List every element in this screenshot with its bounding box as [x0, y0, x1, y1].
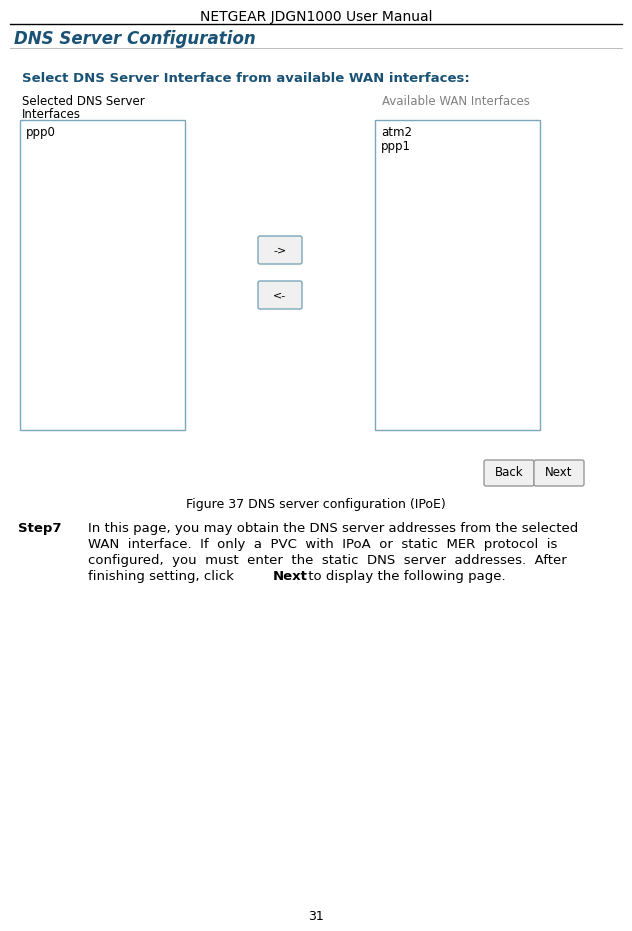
Text: finishing setting, click: finishing setting, click	[88, 570, 238, 583]
Text: 31: 31	[308, 910, 324, 923]
FancyBboxPatch shape	[258, 236, 302, 264]
Text: Figure 37 DNS server configuration (IPoE): Figure 37 DNS server configuration (IPoE…	[186, 498, 446, 511]
FancyBboxPatch shape	[484, 460, 534, 486]
Text: Available WAN Interfaces: Available WAN Interfaces	[382, 95, 530, 108]
Text: Step7: Step7	[18, 522, 61, 535]
Text: Next: Next	[545, 466, 573, 479]
Text: ppp0: ppp0	[26, 126, 56, 139]
FancyBboxPatch shape	[534, 460, 584, 486]
Text: NETGEAR JDGN1000 User Manual: NETGEAR JDGN1000 User Manual	[200, 10, 432, 24]
Text: Select DNS Server Interface from available WAN interfaces:: Select DNS Server Interface from availab…	[22, 72, 470, 85]
Text: WAN  interface.  If  only  a  PVC  with  IPoA  or  static  MER  protocol  is: WAN interface. If only a PVC with IPoA o…	[88, 538, 557, 551]
Text: <-: <-	[274, 290, 287, 300]
Text: Back: Back	[495, 466, 523, 479]
Text: DNS Server Configuration: DNS Server Configuration	[14, 30, 256, 48]
Text: ->: ->	[274, 245, 287, 255]
Text: Next: Next	[273, 570, 308, 583]
Text: atm2: atm2	[381, 126, 412, 139]
Text: ppp1: ppp1	[381, 140, 411, 153]
FancyBboxPatch shape	[20, 120, 185, 430]
Text: Interfaces: Interfaces	[22, 108, 81, 121]
FancyBboxPatch shape	[375, 120, 540, 430]
Text: Selected DNS Server: Selected DNS Server	[22, 95, 145, 108]
Text: In this page, you may obtain the DNS server addresses from the selected: In this page, you may obtain the DNS ser…	[88, 522, 578, 535]
FancyBboxPatch shape	[258, 281, 302, 309]
Text: to display the following page.: to display the following page.	[304, 570, 506, 583]
Text: configured,  you  must  enter  the  static  DNS  server  addresses.  After: configured, you must enter the static DN…	[88, 554, 567, 567]
